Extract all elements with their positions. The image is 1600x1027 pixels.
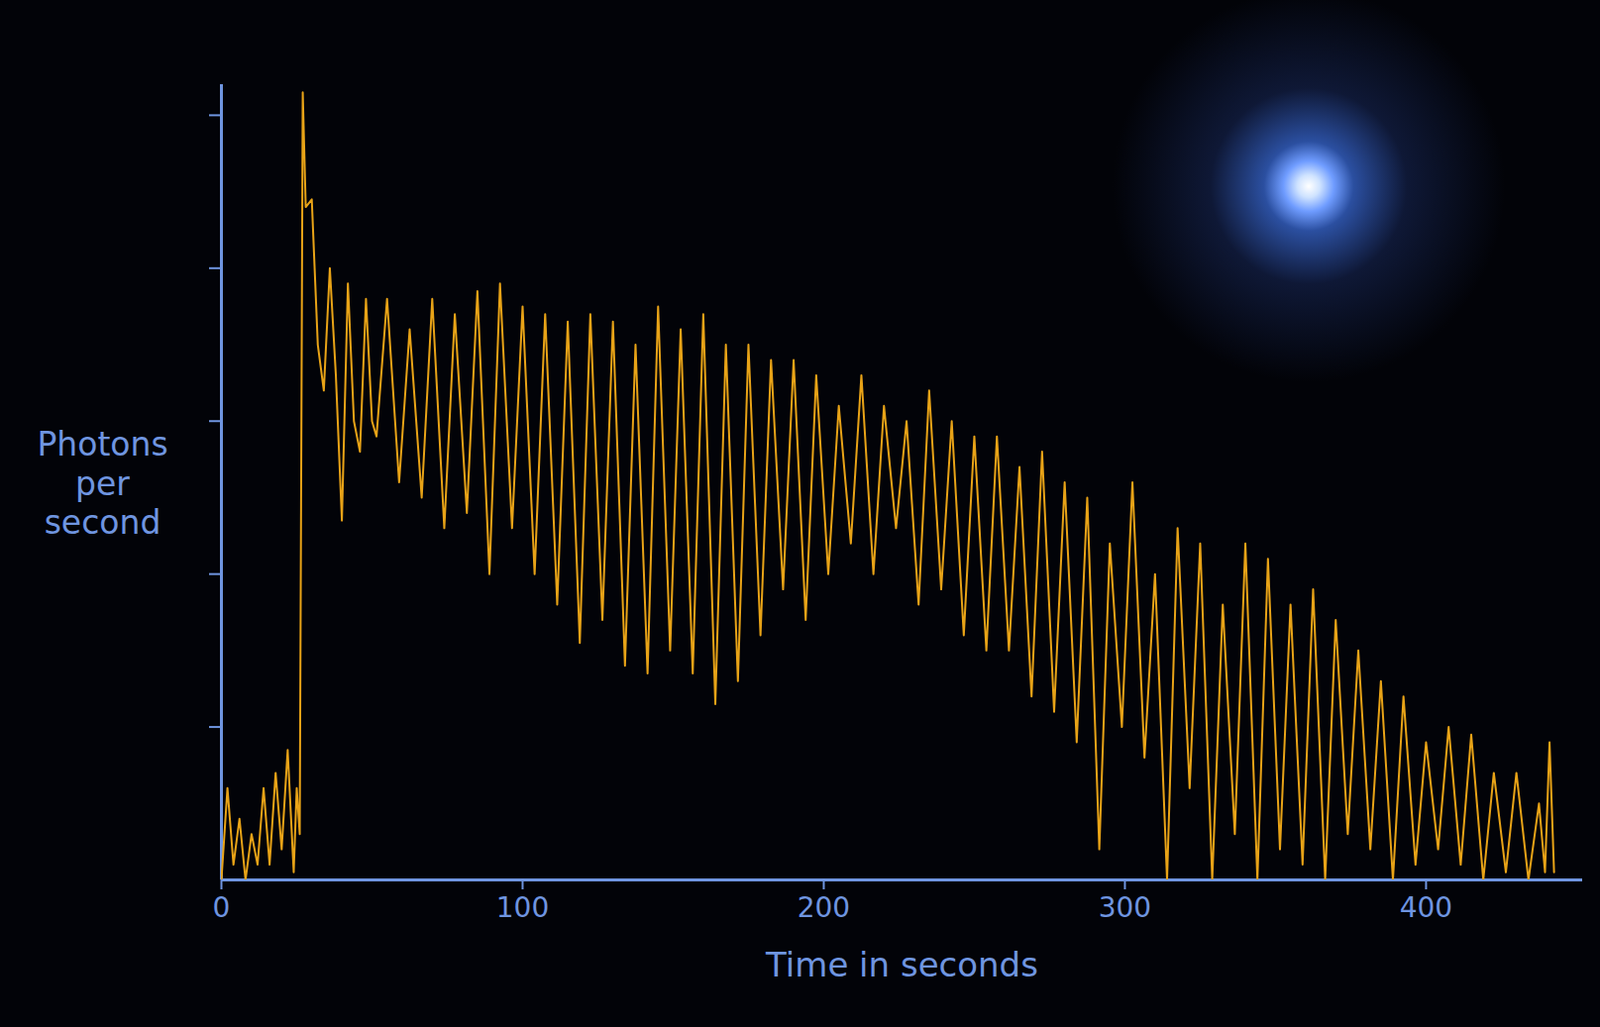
svg-text:200: 200 bbox=[797, 891, 851, 925]
svg-text:Photonspersecond: Photonspersecond bbox=[36, 425, 168, 542]
svg-text:400: 400 bbox=[1399, 891, 1453, 925]
svg-text:0: 0 bbox=[213, 891, 231, 925]
svg-text:300: 300 bbox=[1098, 891, 1152, 925]
svg-text:Time in seconds: Time in seconds bbox=[764, 945, 1039, 985]
svg-text:100: 100 bbox=[496, 891, 549, 925]
